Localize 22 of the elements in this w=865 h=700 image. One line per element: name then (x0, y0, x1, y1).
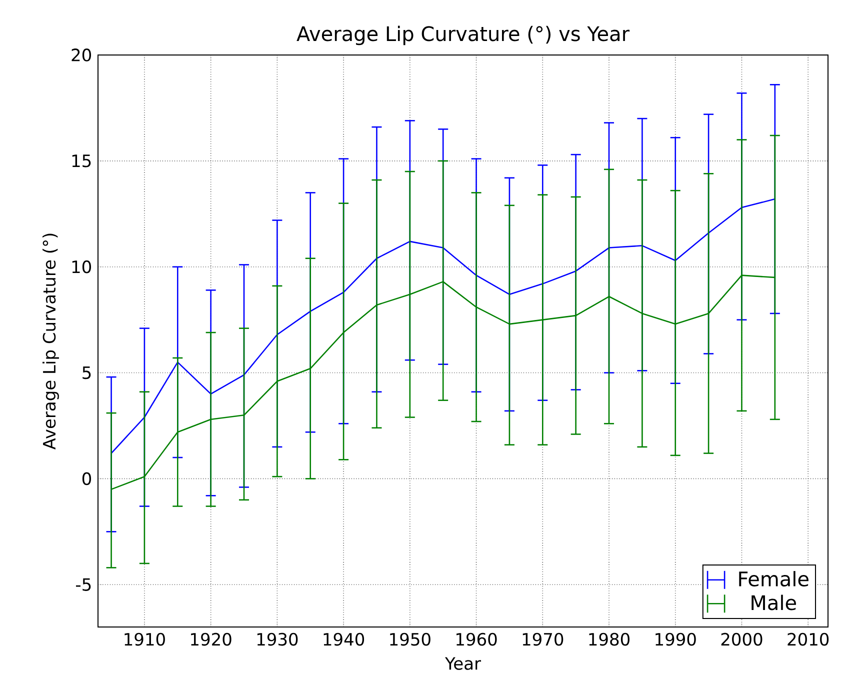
x-tick-label: 1980 (589, 632, 630, 646)
y-tick-label: -5 (76, 578, 91, 591)
x-tick-label: 1970 (522, 632, 564, 646)
legend-label: Female (739, 571, 808, 587)
x-tick-label: 1910 (124, 632, 165, 646)
x-axis-title: Year (444, 657, 482, 670)
y-tick-label: 10 (72, 260, 92, 274)
x-tick-label: 1960 (456, 632, 497, 646)
x-tick-label: 2010 (788, 632, 829, 646)
x-tick-label: 1920 (191, 632, 232, 646)
x-tick-label: 2000 (721, 632, 762, 646)
legend-label: Male (752, 594, 796, 610)
chart-title: Average Lip Curvature (°) vs Year (296, 26, 630, 46)
x-tick-label: 1990 (656, 632, 696, 646)
y-tick-label: 5 (82, 366, 91, 380)
y-tick-label: 0 (82, 472, 92, 486)
y-tick-label: 15 (72, 154, 91, 168)
y-tick-label: 20 (72, 48, 92, 62)
x-tick-label: 1940 (324, 632, 364, 646)
y-axis-title: Average Lip Curvature (°) (42, 234, 59, 450)
x-tick-label: 1950 (390, 632, 430, 646)
x-tick-label: 1930 (257, 632, 298, 646)
